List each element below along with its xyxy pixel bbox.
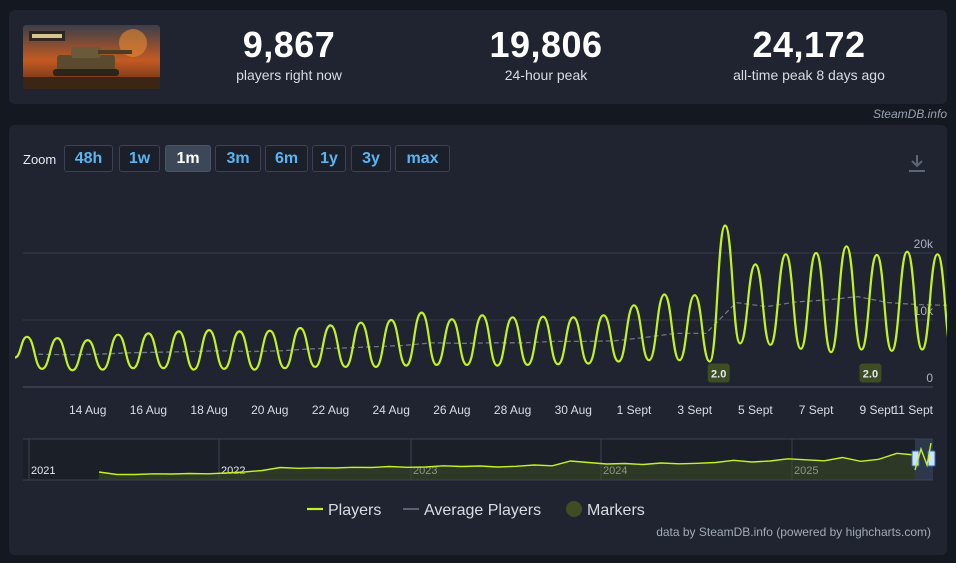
day-peak-value: 19,806 — [489, 24, 603, 65]
game-thumbnail — [23, 25, 160, 89]
zoom-48h-button[interactable]: 48h — [64, 145, 113, 172]
chart-panel: Zoom 48h 1w 1m 3m 6m 1y 3y max 0 10k 20k 2.… — [9, 125, 947, 555]
download-icon[interactable] — [907, 153, 927, 178]
y-tick-label: 0 — [926, 371, 933, 385]
zoom-label: Zoom — [23, 152, 57, 167]
navigator-recent-line — [914, 442, 932, 471]
day-peak-stat: 19,806 24-hour peak — [456, 24, 636, 84]
event-marker-badge — [859, 363, 882, 383]
event-marker: 2.0 — [859, 363, 882, 383]
legend-label: Markers — [587, 502, 645, 519]
navigator-selection — [915, 439, 933, 480]
x-tick-label: 5 Sept — [738, 403, 773, 417]
zoom-1m-button[interactable]: 1m — [165, 145, 211, 172]
markers-legend-symbol — [566, 501, 582, 517]
x-tick-label: 7 Sept — [799, 403, 834, 417]
zoom-max-button[interactable]: max — [395, 145, 450, 172]
all-time-peak-value: 24,172 — [752, 24, 866, 65]
players-now-stat: 9,867 players right now — [199, 24, 379, 84]
navigator-line — [98, 452, 916, 476]
zoom-3y-button[interactable]: 3y — [351, 145, 391, 172]
x-tick-label: 9 Sept — [859, 403, 894, 417]
zoom-1y-button[interactable]: 1y — [312, 145, 346, 172]
event-marker-label: 2.0 — [863, 369, 878, 381]
legend: Players Average Players Markers — [307, 501, 645, 519]
x-tick-label: 22 Aug — [312, 403, 349, 417]
all-time-peak-stat: 24,172 all-time peak 8 days ago — [699, 24, 919, 84]
x-tick-label: 28 Aug — [494, 403, 531, 417]
stats-panel: 9,867 players right now 19,806 24-hour p… — [9, 10, 947, 104]
event-marker: 2.0 — [707, 363, 730, 383]
event-marker-label: 2.0 — [711, 369, 726, 381]
event-marker-badge — [707, 363, 730, 383]
x-tick-label: 20 Aug — [251, 403, 288, 417]
chart-credit[interactable]: data by SteamDB.info (powered by highcha… — [656, 525, 931, 539]
all-time-peak-label: all-time peak 8 days ago — [733, 67, 885, 83]
navigator-year-label: 2021 — [31, 465, 55, 477]
players-line — [14, 224, 947, 372]
x-tick-label: 3 Sept — [677, 403, 712, 417]
legend-item-players[interactable]: Players — [307, 502, 381, 519]
legend-item-markers[interactable]: Markers — [566, 501, 645, 519]
y-tick-label: 20k — [914, 237, 934, 251]
day-peak-label: 24-hour peak — [504, 67, 588, 83]
x-tick-label: 16 Aug — [130, 403, 167, 417]
x-tick-label: 26 Aug — [433, 403, 470, 417]
average-players-line — [38, 295, 947, 356]
players-now-value: 9,867 — [242, 24, 336, 65]
zoom-6m-button[interactable]: 6m — [265, 145, 308, 172]
zoom-1w-button[interactable]: 1w — [119, 145, 160, 172]
zoom-3m-button[interactable]: 3m — [215, 145, 261, 172]
x-tick-label: 30 Aug — [555, 403, 592, 417]
players-now-label: players right now — [236, 67, 342, 83]
x-tick-label: 24 Aug — [373, 403, 410, 417]
x-tick-label: 11 Sept — [893, 403, 934, 417]
x-tick-label: 14 Aug — [69, 403, 106, 417]
x-tick-label: 18 Aug — [190, 403, 227, 417]
legend-label: Players — [328, 502, 381, 519]
legend-item-average-players[interactable]: Average Players — [403, 502, 541, 519]
x-tick-label: 1 Sept — [617, 403, 652, 417]
legend-label: Average Players — [424, 502, 541, 519]
source-label[interactable]: SteamDB.info — [872, 107, 947, 121]
